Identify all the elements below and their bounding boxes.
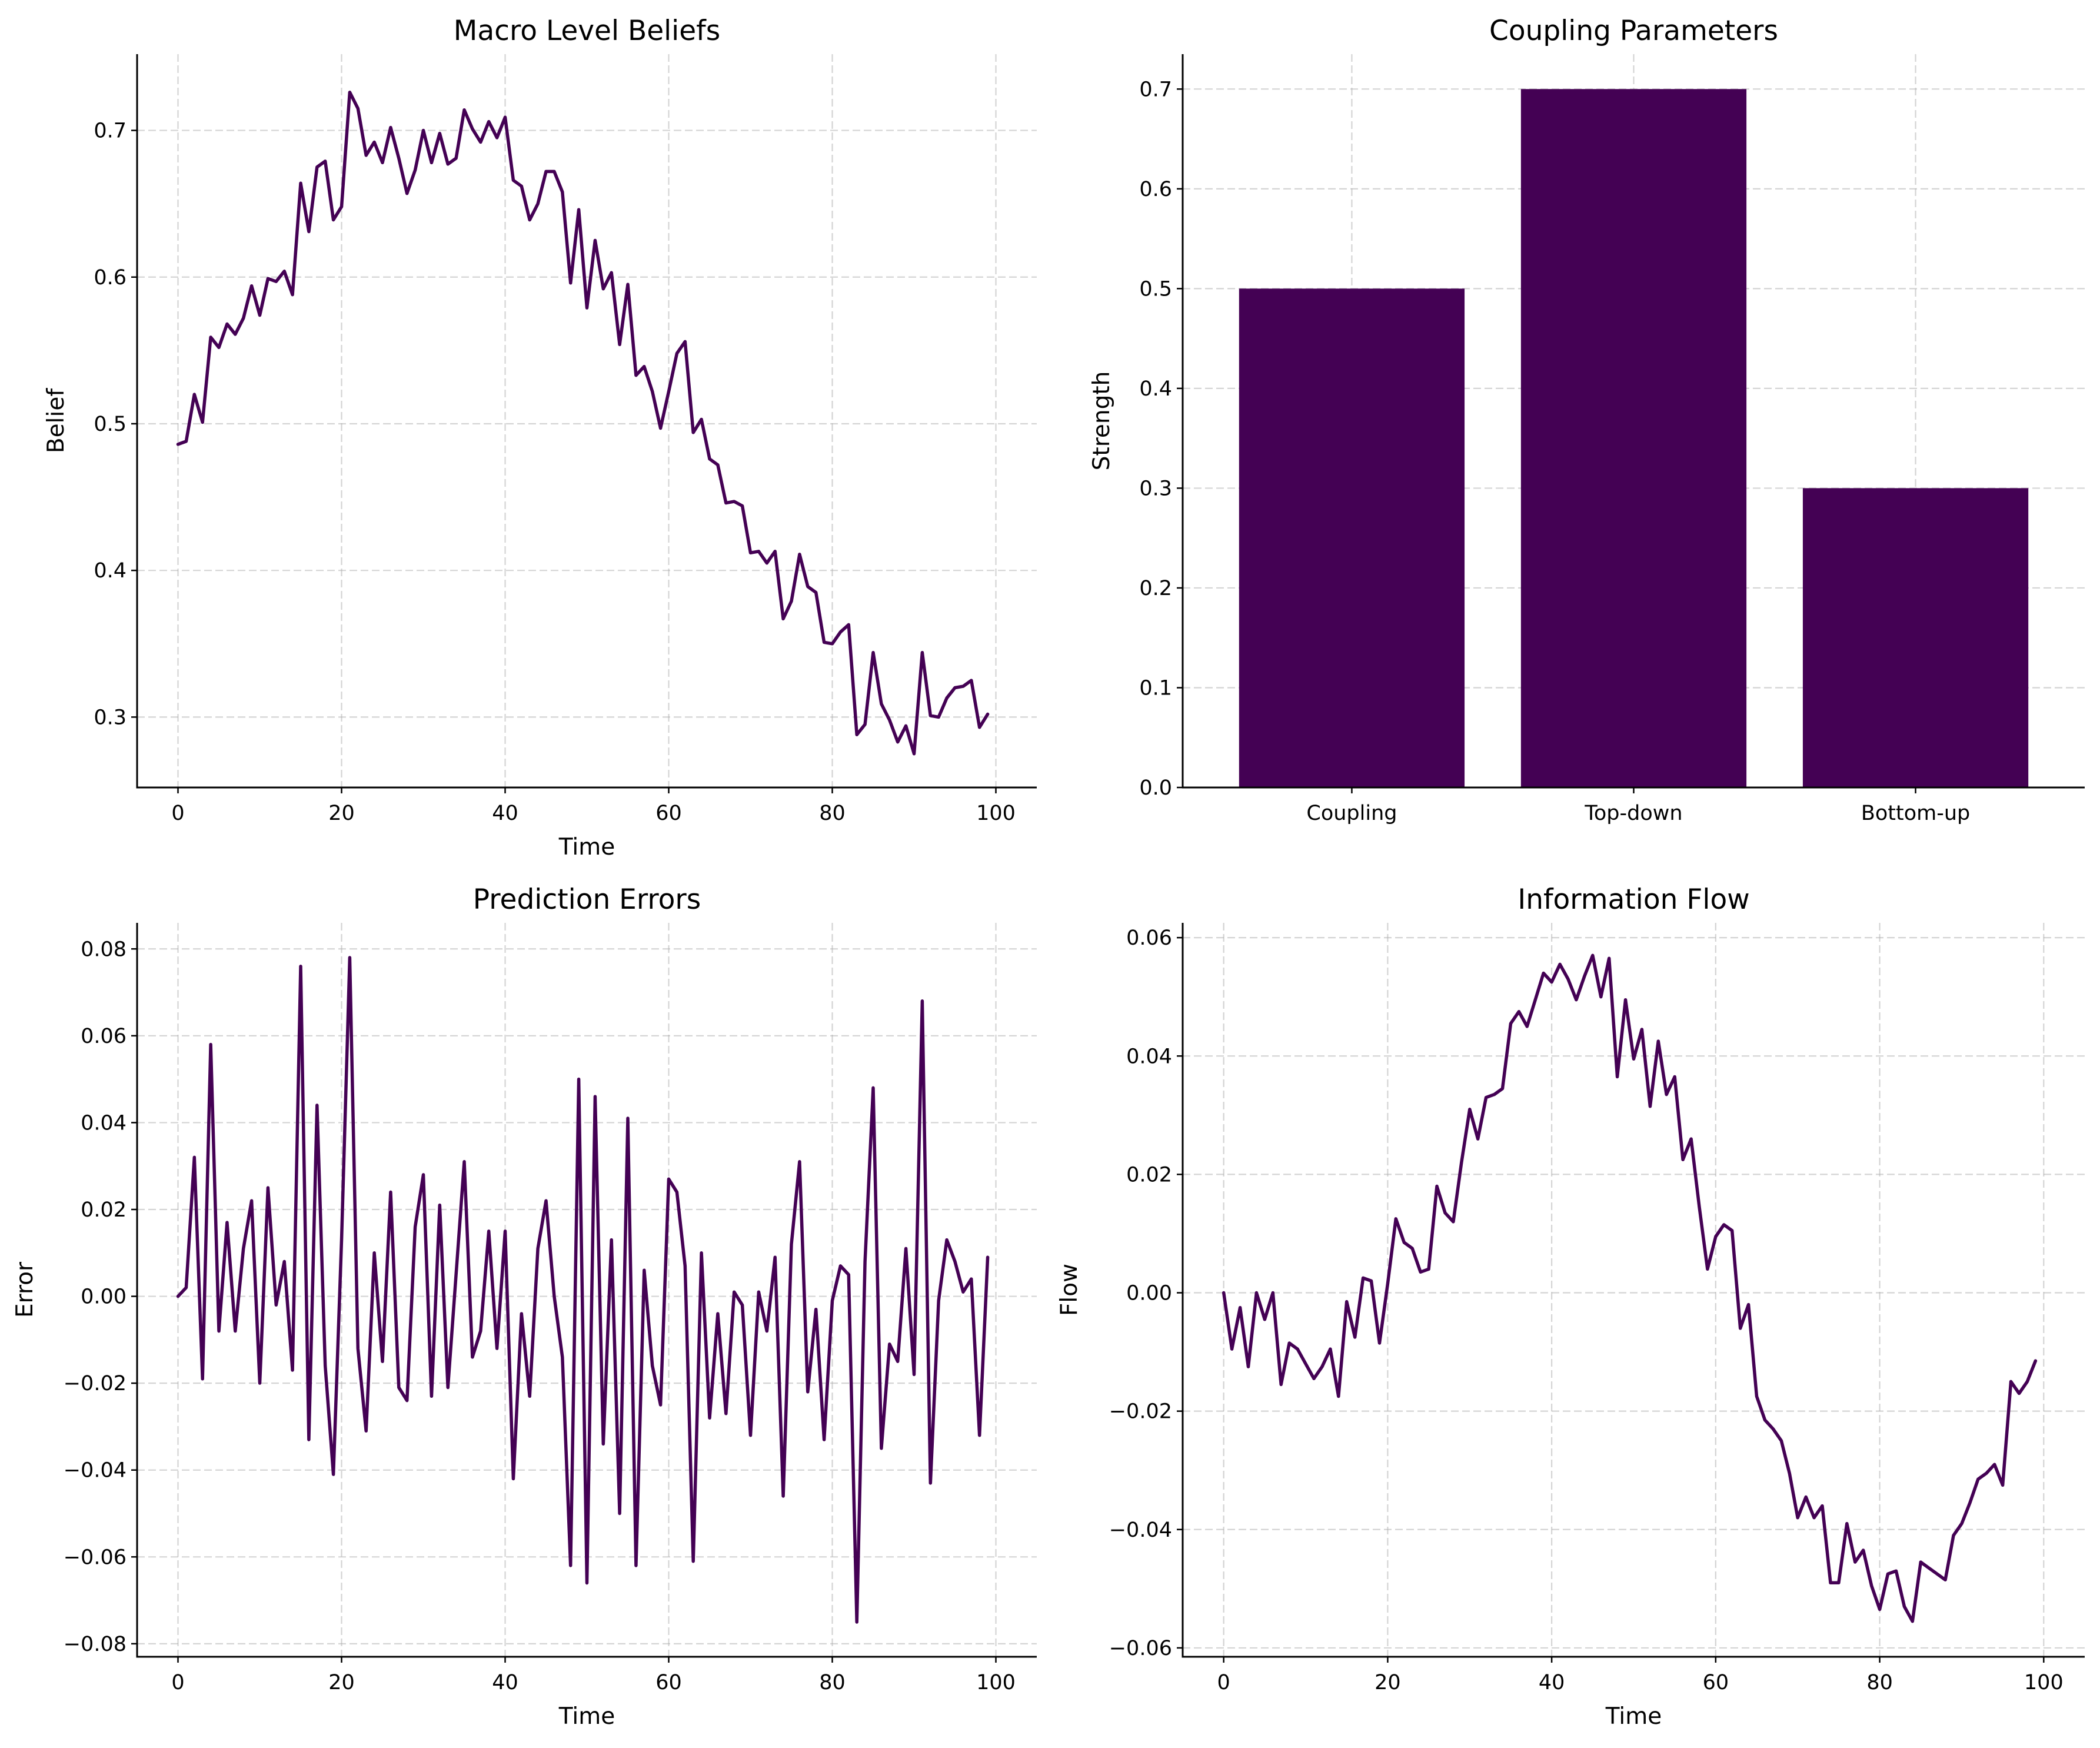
y-tick-label: 0.3 — [94, 706, 127, 729]
y-tick-label: −0.08 — [64, 1633, 127, 1656]
x-tick-label: 0 — [1217, 1671, 1230, 1694]
y-tick-label: 0.06 — [81, 1025, 127, 1048]
y-tick-label: −0.06 — [1109, 1637, 1172, 1660]
y-tick-label: 0.4 — [94, 559, 127, 583]
y-tick-label: −0.02 — [64, 1372, 127, 1395]
y-tick-label: 0.06 — [1126, 926, 1172, 950]
x-tick-label: 80 — [1866, 1671, 1893, 1694]
chart-title: Prediction Errors — [473, 883, 701, 916]
x-axis-label: Time — [558, 834, 615, 860]
x-tick-label: 40 — [492, 802, 518, 825]
y-tick-label: 0.00 — [1126, 1282, 1172, 1305]
x-tick-label: 20 — [328, 1671, 355, 1694]
y-tick-label: −0.04 — [64, 1459, 127, 1483]
grid — [1183, 923, 2085, 1657]
x-tick-label: 60 — [1703, 1671, 1729, 1694]
bar-top-down — [1520, 89, 1747, 787]
y-tick-label: 0.02 — [81, 1198, 127, 1222]
chart-panel-4: −0.06 −0.04 −0.02 0.00 0.02 0.04 0.06 0 20 40 60 80… — [1056, 883, 2085, 1730]
x-tick-label: 20 — [1375, 1671, 1401, 1694]
x-tick-label: 0 — [171, 802, 184, 825]
x-tick-label: 100 — [976, 802, 1016, 825]
y-tick-label: 0.7 — [94, 119, 127, 143]
y-tick-label: 0.6 — [94, 266, 127, 290]
bar-bottom-up — [1802, 488, 2029, 787]
x-axis-label: Time — [558, 1703, 615, 1730]
y-axis-label: Flow — [1056, 1264, 1083, 1316]
y-tick-label: 0.1 — [1139, 676, 1172, 700]
chart-title: Macro Level Beliefs — [454, 15, 720, 47]
x-tick-label: 40 — [1539, 1671, 1565, 1694]
y-axis-label: Strength — [1089, 371, 1115, 471]
y-tick-label: 0.5 — [94, 413, 127, 436]
x-tick-label: 0 — [171, 1671, 184, 1694]
y-tick-label: 0.04 — [81, 1111, 127, 1135]
series-line — [176, 956, 990, 1624]
y-tick-label: 0.5 — [1139, 277, 1172, 301]
y-tick-label: 0.3 — [1139, 477, 1172, 500]
category-label: Top-down — [1584, 802, 1682, 825]
y-tick-label: 0.08 — [81, 938, 127, 961]
x-tick-label: 20 — [328, 802, 355, 825]
y-tick-label: 0.0 — [1139, 776, 1172, 800]
chart-panel-2: 0.0 0.1 0.2 0.3 0.4 0.5 0.6 0.7 Coupling Top-down… — [1089, 15, 2085, 825]
chart-panel-3: −0.08 −0.06 −0.04 −0.02 0.00 0.02 0.04 0.06 0.08… — [12, 883, 1037, 1730]
y-tick-label: 0.04 — [1126, 1045, 1172, 1068]
chart-panel-1: 0.3 0.4 0.5 0.6 0.7 0 20 40 60 80 100 Macro Level B… — [43, 15, 1037, 860]
y-tick-label: −0.06 — [64, 1546, 127, 1569]
x-tick-label: 40 — [492, 1671, 518, 1694]
bar-coupling — [1239, 288, 1465, 787]
x-axis-label: Time — [1605, 1703, 1662, 1730]
y-axis-label: Belief — [43, 388, 69, 453]
chart-title: Coupling Parameters — [1489, 15, 1778, 47]
x-tick-label: 100 — [976, 1671, 1016, 1694]
y-tick-label: 0.2 — [1139, 577, 1172, 600]
x-tick-label: 80 — [819, 802, 846, 825]
y-tick-label: 0.6 — [1139, 178, 1172, 201]
x-tick-label: 80 — [819, 1671, 846, 1694]
y-tick-label: −0.04 — [1109, 1518, 1172, 1542]
category-label: Coupling — [1306, 802, 1397, 825]
y-tick-label: −0.02 — [1109, 1400, 1172, 1424]
y-tick-label: 0.00 — [81, 1285, 127, 1309]
y-axis-label: Error — [12, 1261, 38, 1318]
x-tick-label: 100 — [2024, 1671, 2064, 1694]
grid — [137, 54, 1037, 787]
x-tick-label: 60 — [655, 802, 682, 825]
x-tick-label: 60 — [655, 1671, 682, 1694]
category-label: Bottom-up — [1861, 802, 1970, 825]
chart-title: Information Flow — [1517, 883, 1749, 916]
y-tick-label: 0.02 — [1126, 1163, 1172, 1187]
y-tick-label: 0.4 — [1139, 377, 1172, 401]
series-line — [1222, 953, 2038, 1623]
series-line — [176, 91, 990, 756]
y-tick-label: 0.7 — [1139, 78, 1172, 101]
